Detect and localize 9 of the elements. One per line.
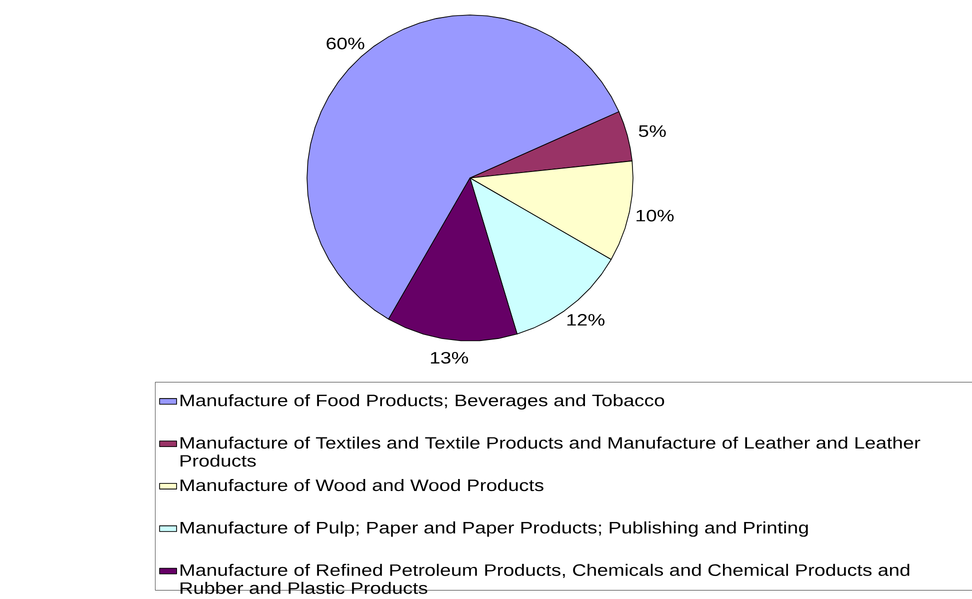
legend-label: Manufacture of Textiles and Textile Products and Manufacture of Leather and Leather Products: [180, 436, 920, 467]
data-label: 10%: [636, 210, 674, 222]
data-label: 13%: [430, 352, 468, 364]
legend-label: Manufacture of Food Products; Beverages and Tobacco: [180, 394, 664, 410]
data-label: 5%: [638, 125, 666, 137]
legend-label: Manufacture of Pulp; Paper and Paper Products; Publishing and Printing: [180, 521, 808, 537]
data-label: 12%: [567, 314, 604, 326]
legend-label: Manufacture of Wood and Wood Products: [180, 479, 544, 492]
data-label: 60%: [326, 38, 364, 50]
